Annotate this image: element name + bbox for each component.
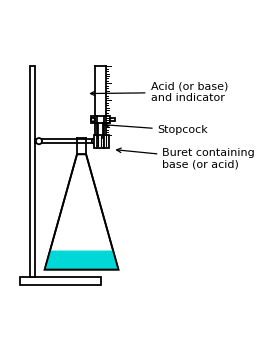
Bar (20, 277, 101, 285)
Polygon shape (45, 154, 118, 269)
Bar (94, 135, 109, 148)
Circle shape (92, 139, 97, 143)
Polygon shape (45, 251, 118, 269)
Circle shape (91, 118, 95, 122)
Circle shape (36, 138, 42, 144)
Text: Acid (or base)
and indicator: Acid (or base) and indicator (90, 82, 228, 103)
Bar (91, 116, 110, 123)
Bar (35, 139, 96, 143)
Bar (110, 119, 115, 121)
Text: Buret containing
base (or acid): Buret containing base (or acid) (117, 148, 255, 170)
Bar (30, 66, 35, 277)
Text: Stopcock: Stopcock (105, 123, 209, 135)
